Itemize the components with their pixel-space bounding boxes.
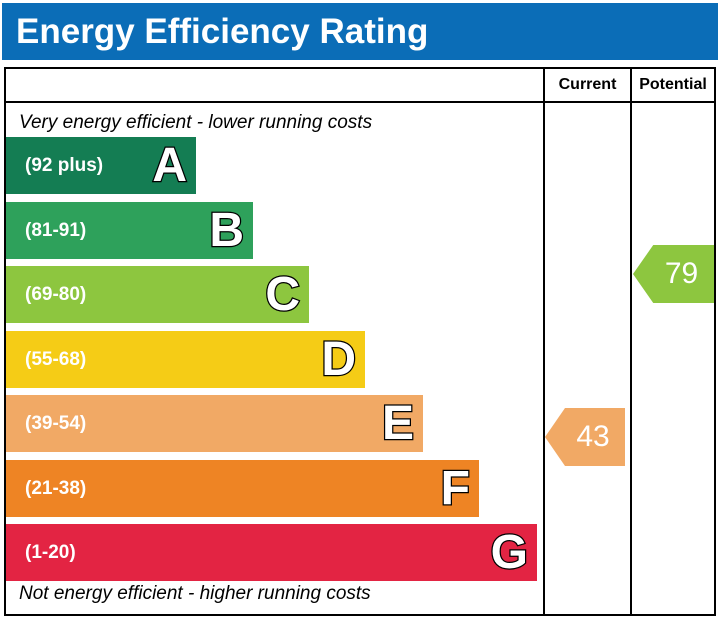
band-range-label: (55-68) [25,348,87,370]
band-bar-a: (92 plus) A [6,137,196,194]
band-range-label: (21-38) [25,477,87,499]
band-letter: E [381,396,416,452]
caption-very-efficient: Very energy efficient - lower running co… [19,112,373,133]
potential-column-divider [630,69,632,614]
band-letter: D [320,332,357,388]
band-row-f: (21-38) F [6,460,479,517]
potential-column-header: Potential [639,76,707,93]
title-bar: Energy Efficiency Rating [2,3,718,60]
band-letter: B [208,203,245,259]
current-rating-arrow: 43 [545,408,625,466]
band-range-label: (81-91) [25,219,87,241]
current-rating-value: 43 [576,420,610,453]
rating-table: Current Potential Very energy efficient … [4,67,716,616]
band-letter: G [489,525,529,581]
band-range-label: (39-54) [25,412,87,434]
band-row-d: (55-68) D [6,331,365,388]
band-row-c: (69-80) C [6,266,309,323]
band-row-e: (39-54) E [6,395,423,452]
band-row-b: (81-91) B [6,202,253,259]
band-range-label: (92 plus) [25,154,104,176]
potential-rating-arrow: 79 [633,245,714,303]
band-bar-f: (21-38) F [6,460,479,517]
band-bar-e: (39-54) E [6,395,423,452]
page-title: Energy Efficiency Rating [16,11,429,51]
current-column-divider [543,69,545,614]
band-bar-d: (55-68) D [6,331,365,388]
band-range-label: (69-80) [25,283,87,305]
band-bar-b: (81-91) B [6,202,253,259]
caption-not-efficient: Not energy efficient - higher running co… [19,583,371,604]
current-column-header: Current [558,76,617,93]
band-bar-g: (1-20) G [6,524,537,581]
band-letter: F [439,461,471,517]
band-range-label: (1-20) [25,541,76,563]
band-row-g: (1-20) G [6,524,537,581]
table-header-row [6,69,714,103]
band-row-a: (92 plus) A [6,137,196,194]
band-letter: A [151,138,188,194]
band-bar-c: (69-80) C [6,266,309,323]
potential-rating-value: 79 [664,257,699,290]
band-letter: C [264,267,301,323]
